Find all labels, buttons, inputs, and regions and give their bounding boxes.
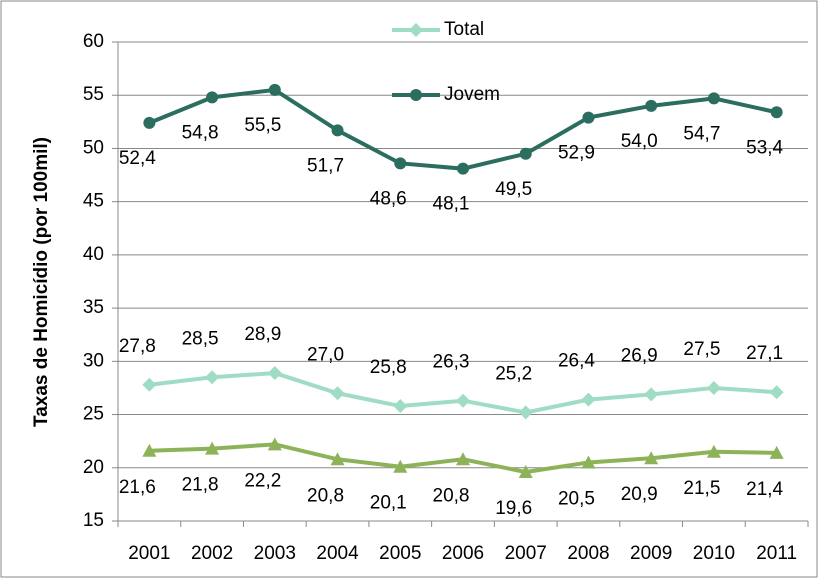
data-label: 19,6 [495, 498, 532, 519]
data-label: 48,6 [370, 188, 407, 209]
data-label: 51,7 [307, 155, 344, 176]
x-tick-label: 2002 [191, 543, 233, 564]
x-tick-label: 2011 [756, 543, 797, 564]
data-label: 52,9 [558, 143, 595, 164]
point [707, 92, 720, 105]
data-label: 21,6 [119, 477, 156, 498]
point [706, 444, 721, 458]
y-tick-label: 15 [83, 510, 104, 531]
x-tick-label: 2008 [567, 543, 609, 564]
point [143, 116, 156, 129]
data-label: 26,3 [433, 352, 470, 373]
data-label: 52,4 [119, 148, 156, 169]
point [706, 380, 721, 395]
point [456, 393, 470, 408]
data-label: 27,5 [683, 339, 720, 360]
x-tick-label: 2010 [693, 543, 735, 564]
data-label: 53,4 [746, 137, 783, 158]
point [409, 23, 423, 37]
point [518, 405, 533, 420]
point [457, 162, 469, 175]
y-tick-label: 20 [83, 457, 104, 478]
point [645, 99, 658, 112]
point [205, 441, 220, 455]
y-tick-label: 35 [83, 297, 104, 318]
point [581, 392, 596, 407]
y-tick-label: 40 [83, 244, 104, 265]
x-tick-label: 2007 [505, 543, 547, 564]
legend-label: Jovem [444, 84, 500, 105]
point [769, 385, 784, 400]
data-label: 27,8 [119, 336, 156, 357]
x-tick-label: 2003 [254, 543, 296, 564]
data-label: 21,8 [182, 475, 219, 496]
data-label: 26,9 [621, 345, 658, 366]
data-label: 27,1 [746, 343, 783, 364]
data-label: 22,2 [244, 470, 281, 491]
x-tick-label: 2004 [316, 543, 359, 564]
data-label: 21,4 [746, 479, 783, 500]
point [582, 111, 595, 124]
point [142, 443, 157, 457]
point [142, 377, 157, 392]
data-label: 20,5 [558, 488, 595, 509]
data-label: 48,1 [433, 194, 470, 215]
point [769, 445, 784, 459]
point [410, 89, 422, 101]
point [393, 459, 408, 473]
data-label: 55,5 [244, 115, 281, 136]
data-label: 20,1 [370, 493, 407, 514]
data-label: 20,8 [307, 485, 344, 506]
point [644, 387, 659, 402]
data-label: 28,9 [244, 324, 281, 345]
point [330, 452, 345, 466]
point [206, 91, 219, 104]
point [330, 386, 345, 401]
point [205, 370, 220, 385]
legend-label: Total [444, 19, 484, 40]
y-tick-label: 45 [83, 191, 104, 212]
point [644, 451, 659, 465]
data-label: 25,8 [370, 357, 407, 378]
data-label: 20,8 [433, 485, 470, 506]
data-label: 54,8 [182, 122, 219, 143]
data-label: 20,9 [621, 484, 658, 505]
point [770, 106, 783, 119]
data-label: 54,0 [621, 131, 658, 152]
data-label: 28,5 [182, 328, 219, 349]
y-tick-label: 30 [83, 350, 104, 371]
point [268, 83, 281, 96]
point [394, 157, 407, 170]
x-tick-label: 2001 [128, 543, 170, 564]
data-label: 54,7 [683, 123, 720, 144]
y-tick-label: 55 [83, 84, 104, 105]
data-label: 21,5 [683, 478, 720, 499]
data-label: 49,5 [495, 179, 532, 200]
y-tick-label: 50 [83, 137, 104, 158]
data-label: 25,2 [495, 363, 532, 384]
point [581, 455, 596, 469]
point [456, 452, 470, 466]
point [393, 399, 408, 414]
data-label: 26,4 [558, 351, 595, 372]
point [267, 366, 282, 381]
point [267, 437, 282, 451]
y-tick-label: 60 [83, 31, 104, 52]
x-tick-label: 2009 [630, 543, 672, 564]
y-tick-label: 25 [83, 404, 104, 425]
x-tick-label: 2005 [379, 543, 421, 564]
data-label: 27,0 [307, 344, 344, 365]
x-tick-label: 2006 [442, 543, 484, 564]
point [519, 147, 532, 160]
point [518, 465, 533, 479]
y-axis-title: Taxas de Homicídio (por 100mil) [31, 137, 52, 427]
point [331, 124, 344, 137]
